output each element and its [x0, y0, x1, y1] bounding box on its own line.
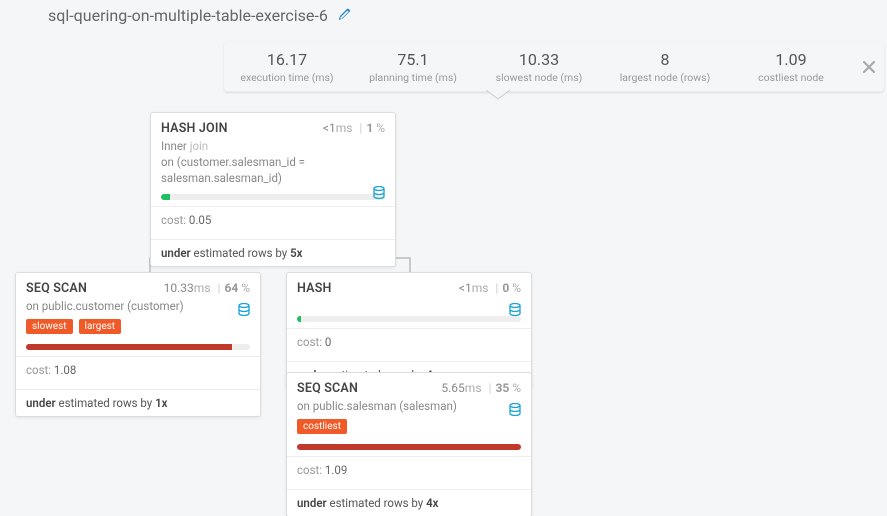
close-icon[interactable]	[854, 58, 884, 77]
database-icon	[509, 303, 521, 321]
metric-largest-node: 8 largest node (rows)	[602, 50, 728, 84]
node-progress	[161, 194, 385, 200]
node-title: SEQ SCAN	[297, 381, 358, 396]
node-cost-row: cost: 0	[287, 329, 531, 355]
node-estimate-row: under estimated rows by 1x	[16, 390, 260, 416]
node-progress	[297, 444, 521, 450]
node-cost-row: cost: 1.08	[16, 357, 260, 383]
node-estimate-row: under estimated rows by 4x	[287, 490, 531, 516]
node-tags: slowest largest	[16, 314, 260, 336]
metric-costliest-node: 1.09 costliest node	[728, 50, 854, 84]
tag-largest: largest	[79, 319, 122, 334]
database-icon	[509, 403, 521, 421]
plan-node-seq-scan-salesman[interactable]: SEQ SCAN 5.65ms |35 % on public.salesman…	[286, 372, 532, 516]
node-subtitle: on public.salesman (salesman)	[287, 398, 531, 414]
node-condition: on (customer.salesman_id = salesman.sale…	[151, 154, 395, 186]
node-progress	[26, 344, 250, 350]
node-subtitle: Inner join	[151, 138, 395, 154]
metric-slowest-node: 10.33 slowest node (ms)	[476, 50, 602, 84]
node-title: SEQ SCAN	[26, 281, 87, 296]
tag-slowest: slowest	[26, 319, 73, 334]
page-title: sql-quering-on-multiple-table-exercise-6	[48, 6, 328, 25]
node-cost-row: cost: 0.05	[151, 207, 395, 233]
node-stats: 10.33ms |64 %	[164, 281, 250, 295]
metrics-pointer	[486, 90, 510, 98]
node-stats: <1ms |1 %	[323, 121, 385, 135]
node-title: HASH	[297, 281, 332, 296]
plan-node-seq-scan-customer[interactable]: SEQ SCAN 10.33ms |64 % on public.custome…	[15, 272, 261, 417]
node-title: HASH JOIN	[161, 121, 228, 136]
metric-planning-time: 75.1 planning time (ms)	[350, 50, 476, 84]
node-stats: 5.65ms |35 %	[441, 381, 521, 395]
node-subtitle: on public.customer (customer)	[16, 298, 260, 314]
node-cost-row: cost: 1.09	[287, 457, 531, 483]
database-icon	[238, 303, 250, 321]
edit-icon[interactable]	[338, 9, 351, 25]
tag-costliest: costliest	[297, 419, 347, 434]
node-stats: <1ms |0 %	[459, 281, 521, 295]
page-title-row: sql-quering-on-multiple-table-exercise-6	[48, 6, 351, 25]
node-progress	[297, 316, 521, 322]
node-estimate-row: under estimated rows by 5x	[151, 240, 395, 266]
node-tags: costliest	[287, 414, 531, 436]
metrics-bar: 16.17 execution time (ms) 75.1 planning …	[224, 42, 884, 92]
database-icon	[373, 186, 385, 204]
plan-node-hash-join[interactable]: HASH JOIN <1ms |1 % Inner join on (custo…	[150, 112, 396, 267]
metric-execution-time: 16.17 execution time (ms)	[224, 50, 350, 84]
